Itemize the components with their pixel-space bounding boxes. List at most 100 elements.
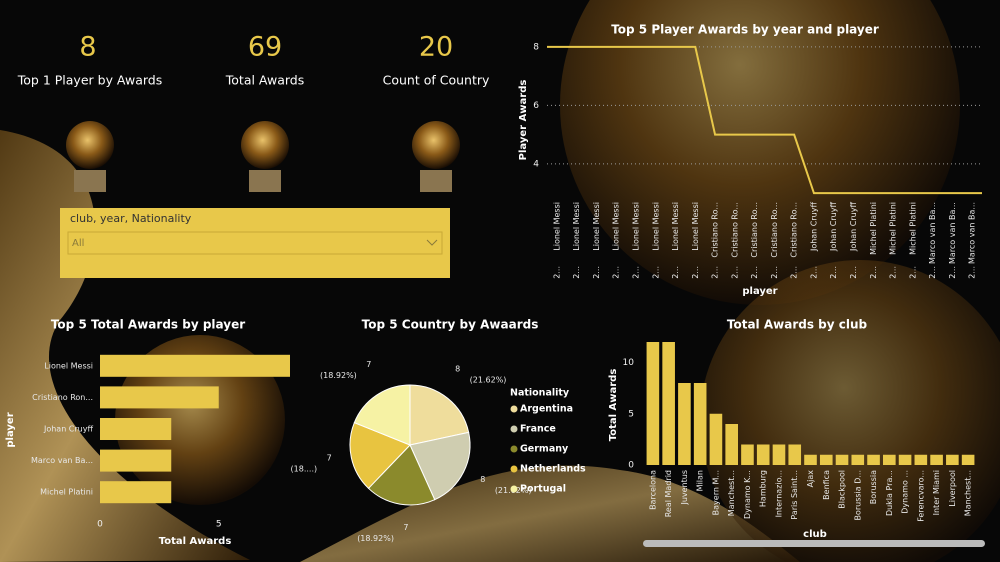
trophy-base <box>74 170 106 192</box>
x-tick-label: 5 <box>216 520 222 530</box>
data-label: 8 <box>480 475 485 484</box>
trophies <box>66 121 460 192</box>
x-tick-label: Borussia D... <box>853 470 862 521</box>
x-tick-label: 2... <box>572 266 581 279</box>
bar <box>100 354 290 377</box>
bar <box>693 383 707 465</box>
x-tick-label: Dynamo ... <box>901 470 910 514</box>
x-tick-label: Manchest... <box>964 470 973 516</box>
bar <box>100 418 172 440</box>
bar <box>100 449 172 472</box>
legend-marker <box>510 425 518 433</box>
bar <box>835 454 849 465</box>
x-tick-label: 2... <box>691 266 700 279</box>
x-tick-label: Paris Saint... <box>790 470 799 520</box>
y-tick-label: 6 <box>533 101 539 111</box>
scrollbar-thumb[interactable] <box>643 540 985 547</box>
bar <box>741 444 754 465</box>
x-tick-label: 2... <box>948 266 957 279</box>
x-tick-label: Ajax <box>806 470 815 488</box>
y-axis-label: Player Awards <box>518 80 529 161</box>
x-tick-label: Marco van Ba... <box>968 202 977 264</box>
bar <box>709 413 723 465</box>
dropdown-arrow[interactable] <box>426 239 438 246</box>
x-axis-label: Total Awards <box>159 536 232 547</box>
x-tick-label: 2... <box>849 266 858 279</box>
legend-marker <box>510 405 518 413</box>
x-tick-label: 0 <box>97 520 103 530</box>
y-tick-label: 0 <box>628 461 634 471</box>
pie-slice <box>353 384 411 446</box>
bar <box>725 424 738 465</box>
x-tick-label: Johan Cruyff <box>809 202 818 253</box>
x-axis-label: player <box>742 286 777 297</box>
bar <box>678 383 691 465</box>
x-tick-label: 2... <box>651 266 660 279</box>
ball-background <box>560 0 960 305</box>
pie-slice <box>367 444 436 506</box>
x-tick-label: 2... <box>631 266 640 279</box>
bar <box>100 386 219 409</box>
x-tick-label: 2... <box>908 266 917 279</box>
x-tick-label: Marco van Ba... <box>948 202 957 264</box>
y-tick-label: 8 <box>533 42 539 52</box>
x-tick-label: 2... <box>968 266 977 279</box>
kpi-label: Top 1 Player by Awards <box>17 73 162 88</box>
bar <box>772 444 786 465</box>
y-tick-label: Johan Cruyff <box>43 425 94 434</box>
x-tick-label: Lionel Messi <box>691 202 700 251</box>
x-tick-label: Hamburg <box>759 470 768 507</box>
slicer-title: club, year, Nationality <box>70 212 192 225</box>
y-axis-label: player <box>5 412 16 447</box>
chart-title: Top 5 Country by Awaards <box>362 318 539 332</box>
x-tick-label: Bayern M... <box>711 470 720 515</box>
y-tick-label: 10 <box>623 358 635 368</box>
x-tick-label: Internazio... <box>774 470 783 517</box>
legend-marker <box>510 445 518 453</box>
x-tick-label: 2... <box>730 266 739 279</box>
trophy-base <box>420 170 452 192</box>
x-axis-label: club <box>803 529 827 540</box>
x-tick-label: Barcelona <box>648 470 657 510</box>
pie-slice <box>409 431 471 501</box>
y-axis-label: Total Awards <box>608 369 619 442</box>
x-tick-label: Manchest... <box>727 470 736 516</box>
slicer-dropdown[interactable] <box>67 231 443 255</box>
bar <box>898 454 912 465</box>
chart-title: Total Awards by club <box>727 318 868 332</box>
data-label: 7 <box>366 360 371 369</box>
y-tick-label: 4 <box>533 159 539 169</box>
x-tick-label: Borussia <box>869 470 878 504</box>
x-tick-label: Liverpool <box>948 470 957 507</box>
kpi-value: 8 <box>79 32 96 63</box>
line <box>547 45 982 195</box>
x-tick-label: 2... <box>552 266 561 279</box>
x-tick-label: Blackpool <box>838 470 847 509</box>
x-tick-label: Johan Cruyff <box>849 202 858 253</box>
x-tick-label: Cristiano Ro... <box>770 202 779 258</box>
slicer-value[interactable]: All <box>72 238 84 249</box>
bar <box>914 454 928 465</box>
gold-swirl <box>300 465 800 562</box>
legend-label: Argentina <box>520 404 573 415</box>
x-tick-label: 2... <box>592 266 601 279</box>
slicer: club, year, Nationality All <box>60 208 450 278</box>
x-tick-label: 2... <box>928 266 937 279</box>
bar <box>819 454 833 465</box>
x-tick-label: Michel Platini <box>889 202 898 255</box>
x-tick-label: Michel Platini <box>908 202 917 255</box>
legend-marker <box>510 465 518 473</box>
pie-slice <box>409 384 470 446</box>
kpi-label: Total Awards <box>225 73 304 88</box>
x-tick-label: 2... <box>829 266 838 279</box>
data-label: (18....) <box>291 464 318 473</box>
legend-label: Portugal <box>520 484 566 495</box>
kpi-value: 20 <box>419 32 453 63</box>
kpi-value: 69 <box>248 32 282 63</box>
x-tick-label: 2... <box>809 266 818 279</box>
x-tick-label: 2... <box>889 266 898 279</box>
bar <box>646 342 660 465</box>
x-tick-label: Marco van Ba... <box>928 202 937 264</box>
x-tick-label: Cristiano Ro... <box>750 202 759 258</box>
